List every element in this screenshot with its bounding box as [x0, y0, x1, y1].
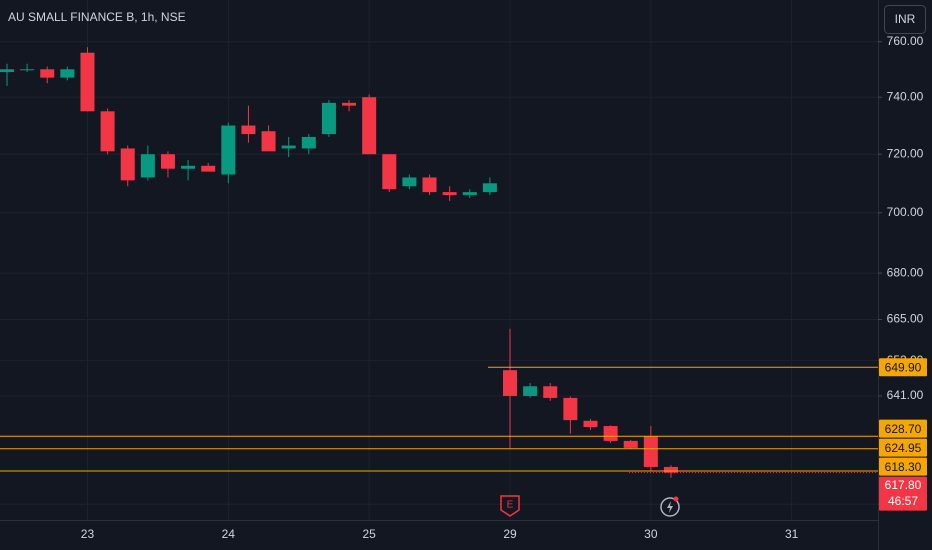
candle-body [241, 125, 256, 135]
x-tick-label: 23 [81, 527, 95, 541]
x-tick-label: 24 [222, 527, 236, 541]
x-tick-label: 25 [362, 527, 376, 541]
event-dot[interactable] [673, 496, 679, 502]
event-bolt[interactable] [667, 501, 673, 513]
candle-body [543, 386, 558, 398]
candle-body [100, 111, 115, 152]
last-price-label: 617.80 [885, 478, 922, 492]
candle-body [623, 440, 638, 448]
price-tags: 649.90 628.70 624.95 618.30 617.80 46:57 [879, 358, 927, 511]
candle-body [0, 69, 14, 73]
candle-body [362, 97, 377, 155]
level-tag-label: 618.30 [885, 460, 922, 474]
candle-body [663, 466, 678, 473]
candle-body [563, 397, 578, 421]
candle-body [382, 154, 397, 190]
candle-body [342, 102, 357, 106]
level-tag [879, 438, 927, 457]
x-tick-label: 30 [644, 527, 658, 541]
x-tick-label: 31 [785, 527, 799, 541]
y-tick-label: 700.00 [887, 205, 924, 219]
y-tick-label: 641.00 [887, 388, 924, 402]
y-tick-label: 740.00 [887, 89, 924, 103]
candle-body [442, 192, 457, 196]
level-tag-label: 624.95 [885, 441, 922, 455]
level-tag-label: 649.90 [885, 360, 922, 374]
countdown-label: 46:57 [888, 494, 918, 508]
candle-body [60, 69, 75, 78]
earnings-shape[interactable] [500, 495, 520, 517]
currency-label[interactable]: INR [895, 12, 916, 26]
candle-body [261, 131, 276, 152]
candle-body [603, 426, 618, 441]
candle-body [482, 183, 497, 193]
candle-body [181, 165, 196, 169]
candle-body [120, 148, 135, 181]
level-tag [879, 419, 927, 438]
candle-body [201, 165, 216, 172]
candle-body [402, 177, 417, 187]
candle-body [643, 436, 658, 467]
candle-body [80, 52, 95, 112]
level-tag-label: 628.70 [885, 422, 922, 436]
x-tick-label: 29 [503, 527, 517, 541]
candle-body [422, 177, 437, 193]
level-tag [879, 457, 927, 476]
event-icon[interactable] [660, 496, 680, 517]
candle-body [583, 420, 598, 428]
event-circle[interactable] [660, 497, 680, 517]
candle-body [20, 69, 35, 71]
candle-body [140, 154, 155, 178]
candle-body [321, 102, 336, 135]
currency-button[interactable] [884, 5, 926, 34]
y-tick-label: 680.00 [887, 265, 924, 279]
last-price-tag [879, 476, 927, 511]
candle-body [503, 370, 517, 396]
candle-body [281, 145, 296, 149]
candle-body [462, 192, 477, 196]
earnings-marker[interactable]: E [500, 495, 520, 517]
candle-body [160, 154, 175, 169]
plot [0, 47, 878, 478]
earnings-label[interactable]: E [507, 500, 514, 511]
candle-body [221, 125, 236, 175]
y-tick-label: 665.00 [887, 312, 924, 326]
candle-body [523, 386, 538, 396]
chart-title: AU SMALL FINANCE B, 1h, NSE [8, 10, 186, 24]
candle-body [301, 136, 316, 149]
y-tick-label: 760.00 [887, 34, 924, 48]
level-tag [879, 358, 927, 377]
y-tick-label: 720.00 [887, 146, 924, 160]
candle-body [40, 69, 55, 78]
